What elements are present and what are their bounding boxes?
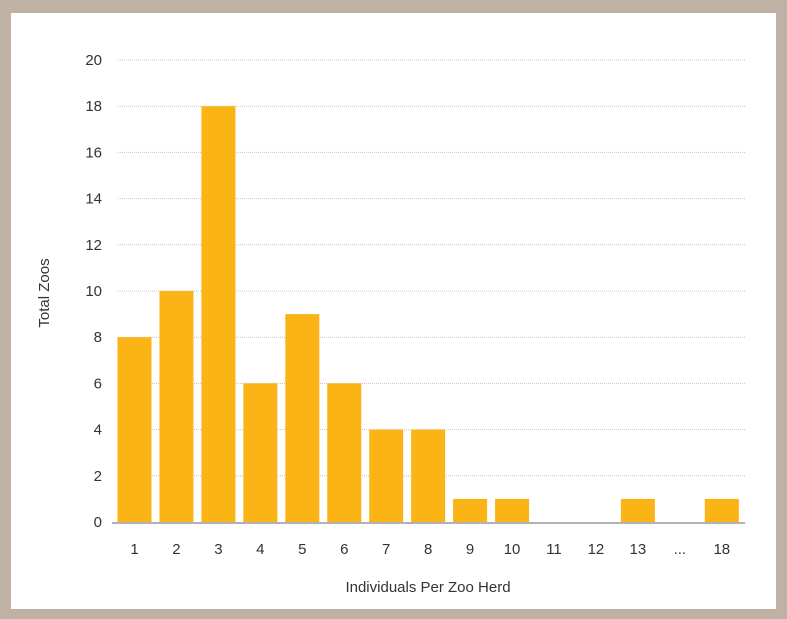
bar-3	[201, 106, 236, 522]
bar-7	[369, 429, 404, 522]
x-tick-label: 10	[504, 541, 521, 558]
x-tick-label: 9	[466, 541, 474, 558]
y-tick-label: 12	[85, 237, 102, 254]
x-tick-label: 7	[382, 541, 390, 558]
bars	[117, 106, 739, 522]
y-axis-title: Total Zoos	[36, 258, 53, 327]
chart-frame: 0 2 4 6 8 10 12 14 16 18 20 1 2 3 4 5 6 7 8 9 10 11 12 13... 18…	[11, 13, 776, 609]
x-tick-label: 12	[588, 541, 605, 558]
x-tick-label: 4	[256, 541, 264, 558]
y-tick-label: 0	[94, 514, 102, 531]
x-tick-label: 11	[546, 541, 562, 558]
y-tick-label: 14	[85, 191, 102, 208]
y-tick-labels: 0 2 4 6 8 10 12 14 16 18 20	[85, 52, 102, 531]
bar-18	[704, 498, 739, 522]
y-tick-label: 2	[94, 468, 102, 485]
x-tick-label: 8	[424, 541, 432, 558]
y-tick-label: 6	[94, 375, 102, 392]
x-tick-label: 18	[713, 541, 730, 558]
x-tick-label: 1	[130, 541, 138, 558]
x-tick-label: 5	[298, 541, 306, 558]
bar-9	[453, 498, 488, 522]
x-tick-label: 6	[340, 541, 348, 558]
x-tick-label: 3	[214, 541, 222, 558]
y-tick-label: 20	[85, 52, 102, 69]
bar-13	[620, 498, 655, 522]
bar-6	[327, 383, 362, 522]
y-tick-label: 18	[85, 98, 102, 115]
x-tick-label: 2	[172, 541, 180, 558]
bar-1	[117, 337, 152, 522]
bar-2	[159, 291, 194, 522]
x-axis-title: Individuals Per Zoo Herd	[345, 579, 510, 596]
y-tick-label: 10	[85, 283, 102, 300]
bar-10	[495, 498, 530, 522]
bar-4	[243, 383, 278, 522]
y-tick-label: 16	[85, 144, 102, 161]
y-tick-label: 8	[94, 329, 102, 346]
x-tick-label: 13	[630, 541, 647, 558]
bar-8	[411, 429, 446, 522]
bar-5	[285, 314, 320, 522]
x-tick-labels: 1 2 3 4 5 6 7 8 9 10 11 12 13... 18	[130, 541, 730, 558]
y-tick-label: 4	[94, 422, 102, 439]
x-tick-label: ...	[674, 541, 687, 558]
